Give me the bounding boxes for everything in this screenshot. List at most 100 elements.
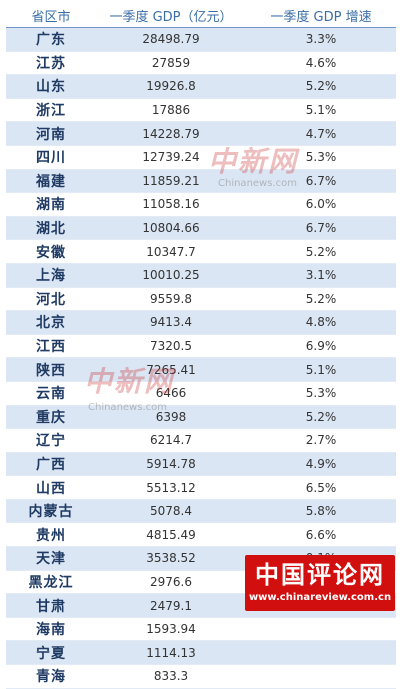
cell-growth: 5.3%: [246, 145, 396, 170]
cell-province: 天津: [6, 546, 96, 571]
cell-gdp: 9559.8: [96, 287, 246, 312]
cell-province: 湖南: [6, 192, 96, 217]
cell-gdp: 9413.4: [96, 310, 246, 335]
table-row: 云南 6466 5.3%: [6, 381, 396, 406]
cell-gdp: 7265.41: [96, 357, 246, 382]
table-row: 贵州 4815.49 6.6%: [6, 522, 396, 548]
table-row: 浙江 17886 5.1%: [6, 98, 396, 123]
cell-gdp: 833.3: [96, 664, 246, 689]
cell-growth: 5.3%: [246, 381, 396, 406]
table-row: 北京 9413.4 4.8%: [6, 310, 396, 335]
cell-gdp: 1593.94: [96, 617, 246, 642]
cell-province: 福建: [6, 169, 96, 194]
cell-growth: [246, 617, 396, 642]
cell-gdp: 2479.1: [96, 593, 246, 618]
cell-growth: 5.1%: [246, 98, 396, 123]
cell-province: 贵州: [6, 522, 96, 548]
table-row: 陕西 7265.41 5.1%: [6, 357, 396, 382]
cell-growth: 6.7%: [246, 216, 396, 241]
cell-gdp: 14228.79: [96, 121, 246, 146]
cell-gdp: 5513.12: [96, 475, 246, 500]
cell-growth: 2.7%: [246, 428, 396, 453]
table-body: 广东 28498.79 3.3% 江苏 27859 4.6% 山东 19926.8 5.2% 浙江…: [6, 27, 396, 689]
cell-province: 云南: [6, 381, 96, 406]
cell-province: 山西: [6, 475, 96, 500]
gdp-table: 省区市 一季度 GDP（亿元） 一季度 GDP 增速 广东 28498.79 3.3…: [6, 4, 396, 689]
table-row: 湖北 10804.66 6.7%: [6, 216, 396, 241]
table-row: 湖南 11058.16 6.0%: [6, 192, 396, 217]
logo-url-text: www.chinareview.com.cn: [248, 592, 392, 603]
table-row: 江苏 27859 4.6%: [6, 51, 396, 76]
cell-province: 青海: [6, 664, 96, 689]
header-growth: 一季度 GDP 增速: [246, 4, 396, 28]
table-row: 安徽 10347.7 5.2%: [6, 239, 396, 264]
cell-province: 甘肃: [6, 593, 96, 618]
cell-province: 重庆: [6, 405, 96, 430]
table-row: 内蒙古 5078.4 5.8%: [6, 499, 396, 524]
cell-province: 河南: [6, 121, 96, 146]
cell-gdp: 12739.24: [96, 145, 246, 170]
cell-province: 湖北: [6, 216, 96, 241]
cell-province: 安徽: [6, 239, 96, 264]
table-row: 广东 28498.79 3.3%: [6, 27, 396, 52]
cell-gdp: 6466: [96, 381, 246, 406]
cell-growth: 5.8%: [246, 499, 396, 524]
table-header-row: 省区市 一季度 GDP（亿元） 一季度 GDP 增速: [6, 4, 396, 28]
cell-gdp: 17886: [96, 98, 246, 123]
logo-main-text: 中国评论网: [255, 561, 385, 589]
cell-growth: 6.9%: [246, 334, 396, 359]
cell-gdp: 28498.79: [96, 27, 246, 52]
cell-growth: [246, 664, 396, 689]
cell-gdp: 11859.21: [96, 169, 246, 194]
cell-province: 宁夏: [6, 640, 96, 666]
table-row: 宁夏 1114.13: [6, 640, 396, 666]
table-row: 四川 12739.24 5.3%: [6, 145, 396, 170]
cell-gdp: 27859: [96, 51, 246, 76]
cell-province: 上海: [6, 263, 96, 288]
table-row: 重庆 6398 5.2%: [6, 405, 396, 430]
cell-growth: 6.6%: [246, 522, 396, 548]
cell-growth: 4.6%: [246, 51, 396, 76]
cell-gdp: 19926.8: [96, 74, 246, 99]
table-row: 山东 19926.8 5.2%: [6, 74, 396, 99]
cell-growth: 5.2%: [246, 74, 396, 99]
cell-gdp: 6214.7: [96, 428, 246, 453]
cell-gdp: 11058.16: [96, 192, 246, 217]
cell-gdp: 5078.4: [96, 499, 246, 524]
cell-province: 海南: [6, 617, 96, 642]
cell-province: 广东: [6, 27, 96, 52]
table-row: 海南 1593.94: [6, 617, 396, 642]
cell-gdp: 3538.52: [96, 546, 246, 571]
cell-gdp: 10010.25: [96, 263, 246, 288]
table-row: 福建 11859.21 6.7%: [6, 169, 396, 194]
cell-growth: 6.0%: [246, 192, 396, 217]
table-row: 青海 833.3: [6, 664, 396, 689]
cell-growth: 5.1%: [246, 357, 396, 382]
cell-province: 陕西: [6, 357, 96, 382]
cell-gdp: 10804.66: [96, 216, 246, 241]
cell-growth: 5.2%: [246, 405, 396, 430]
cell-growth: 3.1%: [246, 263, 396, 288]
table-row: 上海 10010.25 3.1%: [6, 263, 396, 288]
cell-province: 黑龙江: [6, 570, 96, 595]
cell-province: 四川: [6, 145, 96, 170]
cell-growth: [246, 640, 396, 666]
cell-growth: 4.9%: [246, 452, 396, 477]
cell-province: 河北: [6, 287, 96, 312]
cell-province: 江苏: [6, 51, 96, 76]
cell-province: 山东: [6, 74, 96, 99]
cell-gdp: 10347.7: [96, 239, 246, 264]
cell-province: 广西: [6, 452, 96, 477]
cell-growth: 5.2%: [246, 239, 396, 264]
cell-gdp: 2976.6: [96, 570, 246, 595]
cell-gdp: 7320.5: [96, 334, 246, 359]
cell-gdp: 4815.49: [96, 522, 246, 548]
cell-province: 内蒙古: [6, 499, 96, 524]
cell-province: 浙江: [6, 98, 96, 123]
table-row: 辽宁 6214.7 2.7%: [6, 428, 396, 453]
table-row: 广西 5914.78 4.9%: [6, 452, 396, 477]
chinareview-logo: 中国评论网 www.chinareview.com.cn: [245, 555, 395, 611]
header-gdp: 一季度 GDP（亿元）: [96, 4, 246, 28]
cell-growth: 6.7%: [246, 169, 396, 194]
header-province: 省区市: [6, 4, 96, 28]
